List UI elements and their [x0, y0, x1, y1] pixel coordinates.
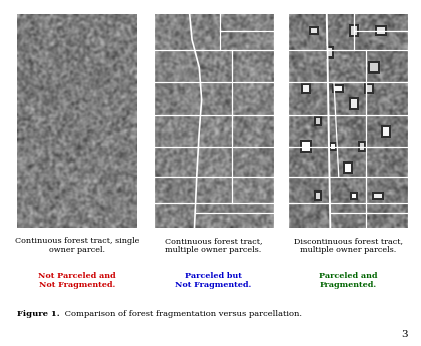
Text: Comparison of forest fragmentation versus parcellation.: Comparison of forest fragmentation versu… [62, 310, 302, 318]
Text: Continuous forest tract, single
owner parcel.: Continuous forest tract, single owner pa… [15, 237, 139, 254]
Text: Parceled and
Fragmented.: Parceled and Fragmented. [320, 272, 378, 289]
Text: Not Parceled and
Not Fragmented.: Not Parceled and Not Fragmented. [38, 272, 116, 289]
Text: Continuous forest tract,
multiple owner parcels.: Continuous forest tract, multiple owner … [165, 237, 262, 254]
Text: Parceled but
Not Fragmented.: Parceled but Not Fragmented. [175, 272, 252, 289]
Text: Discontinuous forest tract,
multiple owner parcels.: Discontinuous forest tract, multiple own… [294, 237, 403, 254]
Text: 3: 3 [402, 330, 408, 339]
Text: Figure 1.: Figure 1. [17, 310, 59, 318]
